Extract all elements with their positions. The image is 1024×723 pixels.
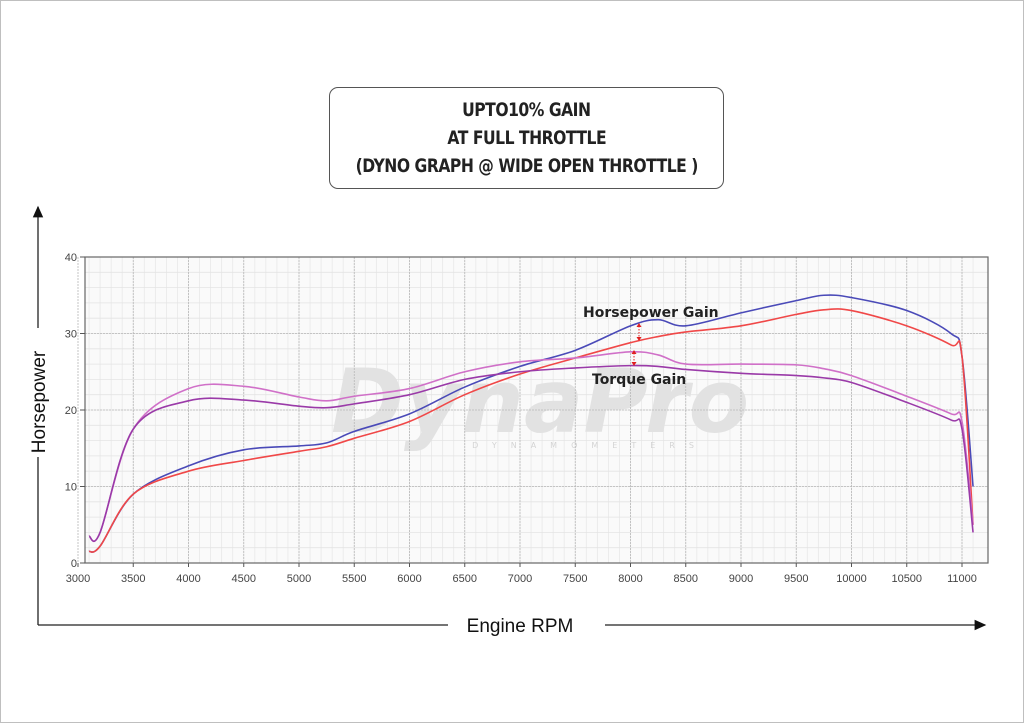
series-line (88, 308, 974, 553)
y-axis-title: Horsepower (29, 350, 50, 453)
x-tick-label: 11000 (947, 573, 977, 585)
x-tick-label: 6500 (453, 573, 477, 585)
title-line-3: (DYNO GRAPH @ WIDE OPEN THROTTLE ) (355, 155, 698, 177)
y-tick-label: 10 (65, 482, 77, 494)
watermark-subtext: DYNAMOMETERS (472, 441, 708, 450)
torque-gain-label: Torque Gain (592, 372, 686, 388)
series-line (88, 364, 974, 543)
horsepower-gain-label: Horsepower Gain (583, 305, 719, 321)
x-tick-label: 7000 (508, 573, 532, 585)
title-line-2: AT FULL THROTTLE (447, 127, 606, 149)
y-tick-label: 30 (65, 329, 77, 341)
title-line-1: UPTO10% GAIN (462, 99, 591, 121)
x-tick-label: 5000 (287, 573, 311, 585)
x-tick-label: 10500 (891, 573, 922, 585)
y-tick-label: 0 (71, 558, 77, 570)
x-tick-label: 4500 (232, 573, 256, 585)
x-tick-label: 3000 (66, 573, 90, 585)
x-tick-label: 3500 (121, 573, 145, 585)
y-tick-label: 20 (65, 405, 77, 417)
x-axis-title: Engine RPM (467, 616, 574, 637)
series-line (88, 294, 974, 553)
x-tick-label: 8500 (674, 573, 698, 585)
x-tick-label: 4000 (176, 573, 200, 585)
x-tick-label: 6000 (397, 573, 421, 585)
series-line (88, 350, 974, 543)
x-tick-label: 10000 (836, 573, 867, 585)
x-tick-label: 9500 (784, 573, 808, 585)
chart-title-box: UPTO10% GAIN AT FULL THROTTLE (DYNO GRAP… (329, 87, 724, 189)
y-tick-label: 40 (65, 252, 77, 264)
x-tick-label: 8000 (618, 573, 642, 585)
x-tick-label: 7500 (563, 573, 587, 585)
x-tick-label: 9000 (729, 573, 753, 585)
watermark-logo: DynaPro (331, 350, 749, 453)
x-tick-label: 5500 (342, 573, 366, 585)
